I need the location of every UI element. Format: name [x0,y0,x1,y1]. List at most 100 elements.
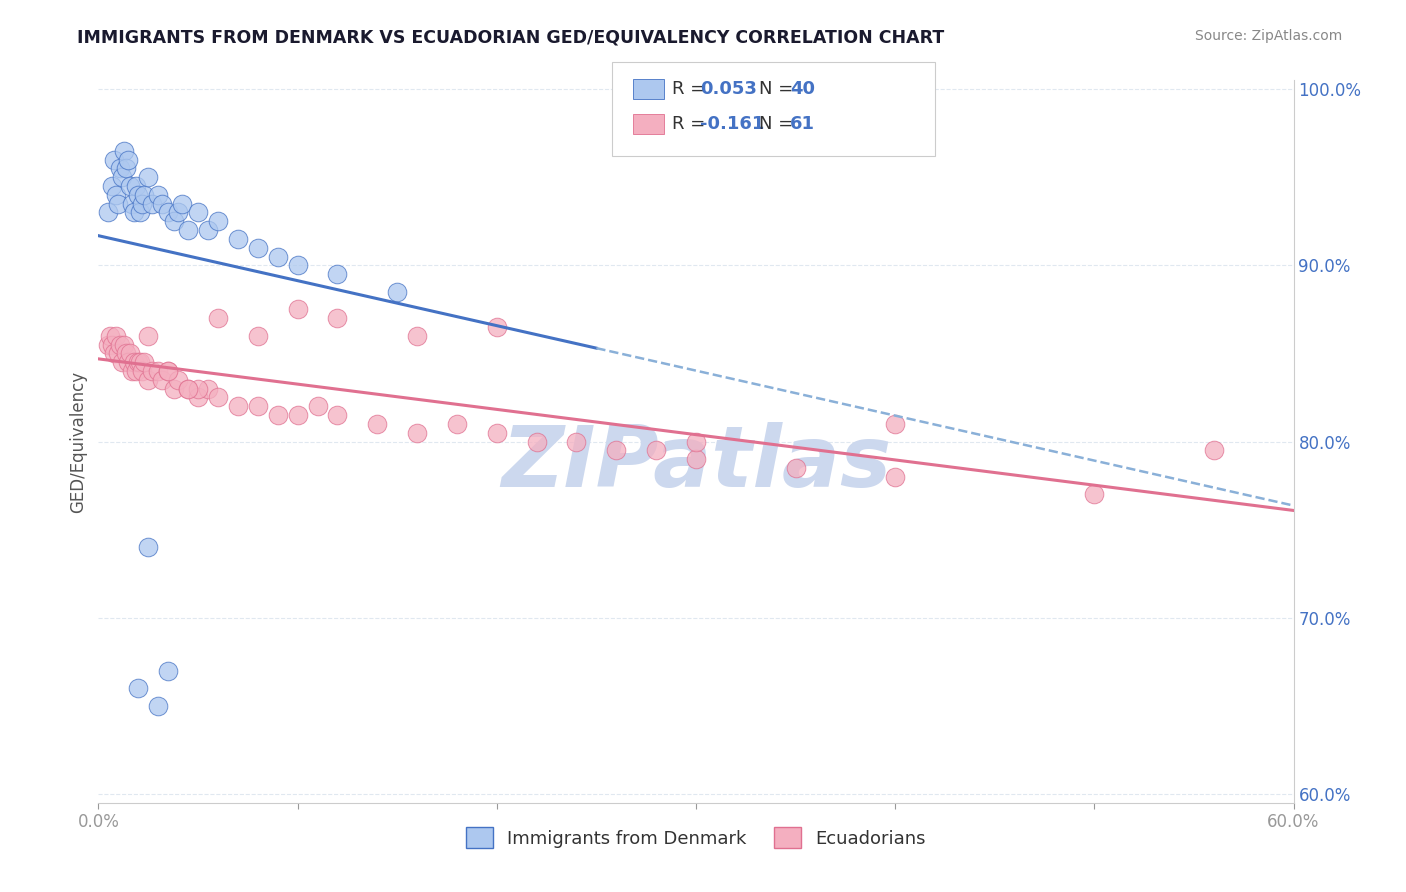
Point [129,205,152,219]
Point [1083,487,1105,501]
Point [187,382,209,396]
Point [101,179,124,194]
Point [485,320,508,334]
Point [125,364,148,378]
Point [121,196,143,211]
Point [406,425,429,440]
Point [157,664,180,678]
Point [385,285,409,299]
Point [136,541,159,555]
Point [246,399,269,413]
Point [148,364,170,378]
Point [134,355,156,369]
Point [131,364,153,378]
Point [124,355,146,369]
Point [187,391,209,405]
Point [526,434,548,449]
Text: N =: N = [759,80,799,98]
Point [267,408,290,422]
Point [366,417,388,431]
Point [187,205,209,219]
Point [111,170,134,185]
Point [177,382,200,396]
Point [103,346,125,360]
Point [101,337,124,351]
Point [267,250,290,264]
Point [127,187,149,202]
Point [115,161,138,176]
Y-axis label: GED/Equivalency: GED/Equivalency [69,370,87,513]
Point [226,399,249,413]
Point [685,434,707,449]
Point [117,355,139,369]
Point [197,382,219,396]
Point [1202,443,1225,458]
Point [148,698,170,713]
Text: 61: 61 [790,115,815,133]
Point [98,328,122,343]
Point [207,214,229,228]
Point [167,205,190,219]
Point [605,443,627,458]
Point [326,267,349,281]
Point [197,223,219,237]
Point [287,408,309,422]
Point [207,311,229,326]
Point [485,425,508,440]
Point [129,355,152,369]
Point [97,337,120,351]
Point [125,179,148,194]
Text: R =: R = [672,80,711,98]
Point [246,241,269,255]
Point [163,214,186,228]
Point [111,355,134,369]
Point [127,355,149,369]
Point [131,196,153,211]
Point [105,187,128,202]
Point [565,434,588,449]
Point [685,452,707,467]
Point [127,681,149,696]
Point [246,328,269,343]
Point [226,232,249,246]
Point [406,328,429,343]
Point [157,364,180,378]
Point [326,311,349,326]
Point [207,391,229,405]
Point [136,373,159,387]
Point [136,328,159,343]
Point [107,346,129,360]
Point [785,461,807,475]
Point [150,373,173,387]
Point [110,161,132,176]
Point [287,258,309,272]
Text: -0.161: -0.161 [700,115,765,133]
Point [121,364,143,378]
Text: 40: 40 [790,80,815,98]
Point [157,364,180,378]
Point [124,205,146,219]
Point [884,470,907,484]
Text: IMMIGRANTS FROM DENMARK VS ECUADORIAN GED/EQUIVALENCY CORRELATION CHART: IMMIGRANTS FROM DENMARK VS ECUADORIAN GE… [77,29,945,46]
Point [110,337,132,351]
Point [157,205,180,219]
Point [112,144,135,158]
Text: ZIPatlas: ZIPatlas [501,422,891,505]
Point [307,399,329,413]
Point [117,153,139,167]
Point [287,302,309,317]
Point [141,196,163,211]
Point [103,153,125,167]
Point [107,196,129,211]
Point [115,346,138,360]
Point [105,328,128,343]
Point [645,443,668,458]
Point [163,382,186,396]
Point [136,170,159,185]
Point [884,417,907,431]
Text: N =: N = [759,115,799,133]
Point [148,187,170,202]
Legend: Immigrants from Denmark, Ecuadorians: Immigrants from Denmark, Ecuadorians [458,820,934,855]
Point [141,364,163,378]
Point [97,205,120,219]
